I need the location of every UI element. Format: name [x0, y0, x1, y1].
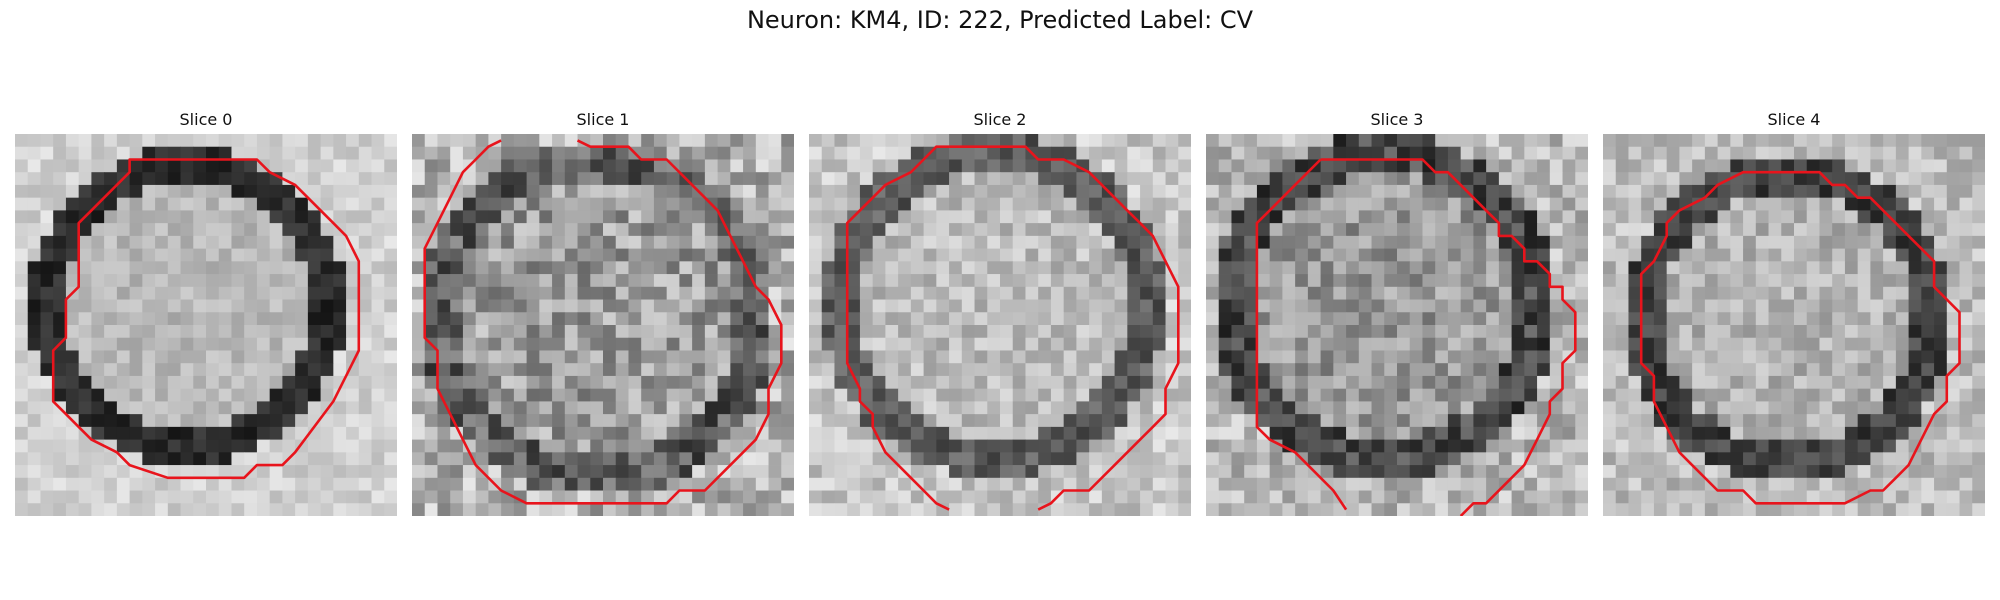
- segmentation-contour: [1639, 170, 1961, 505]
- slice-title-2: Slice 2: [973, 110, 1027, 129]
- segmentation-contour: [845, 145, 950, 511]
- slice-svg-2: [809, 134, 1191, 516]
- slice-svg-4: [1603, 134, 1985, 516]
- slice-panel-2: Slice 2: [809, 110, 1191, 520]
- slice-image-4: [1603, 134, 1985, 516]
- slice-title-3: Slice 3: [1370, 110, 1424, 129]
- segmentation-contour: [1255, 158, 1348, 511]
- segmentation-contour: [1320, 158, 1577, 516]
- pixel-grid: [15, 134, 397, 516]
- slice-panel-1: Slice 1: [412, 110, 794, 520]
- slice-title-1: Slice 1: [576, 110, 630, 129]
- figure-title: Neuron: KM4, ID: 222, Predicted Label: C…: [746, 6, 1254, 34]
- slice-svg-1: [412, 134, 794, 516]
- slice-title-0: Slice 0: [179, 110, 233, 129]
- segmentation-contour: [423, 139, 783, 505]
- pixel-grid: [412, 134, 794, 516]
- segmentation-contour: [51, 158, 361, 480]
- segmentation-contour: [949, 145, 1180, 511]
- pixel-grid: [1603, 134, 1985, 516]
- slice-svg-3: [1206, 134, 1588, 516]
- slice-image-3: [1206, 134, 1588, 516]
- slice-svg-0: [15, 134, 397, 516]
- slice-image-2: [809, 134, 1191, 516]
- slice-panel-4: Slice 4: [1603, 110, 1985, 520]
- slice-panel-0: Slice 0: [15, 110, 397, 520]
- pixel-grid: [1206, 134, 1588, 516]
- slice-title-4: Slice 4: [1767, 110, 1821, 129]
- slice-image-0: [15, 134, 397, 516]
- slice-panel-3: Slice 3: [1206, 110, 1588, 520]
- pixel-grid: [809, 134, 1191, 516]
- slice-image-1: [412, 134, 794, 516]
